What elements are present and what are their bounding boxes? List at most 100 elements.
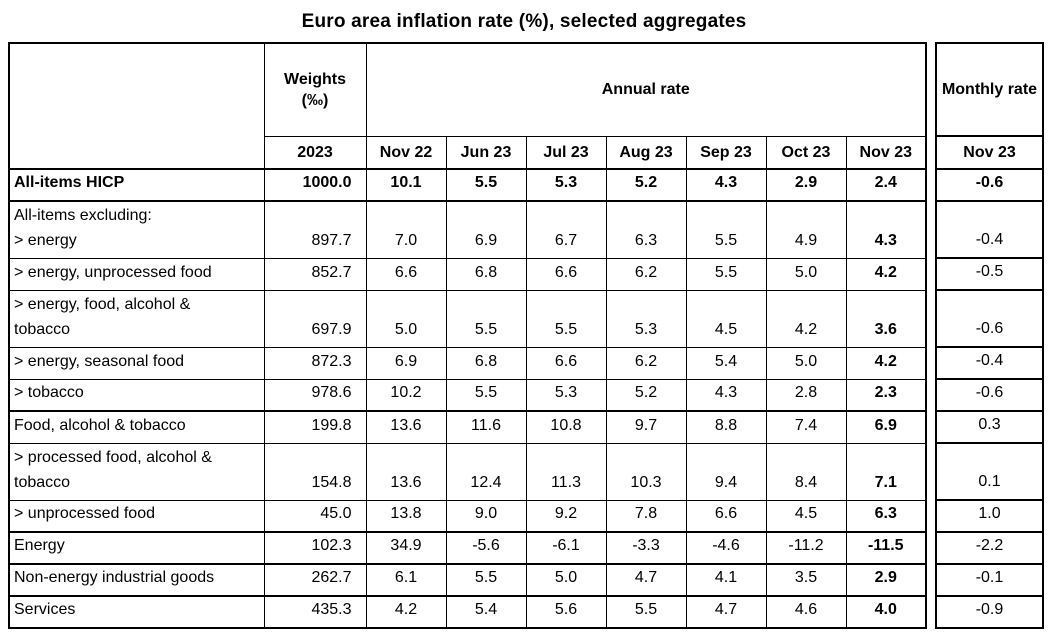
annual-value-cell: 4.0 <box>845 595 927 629</box>
annual-value-cell: 6.6 <box>525 346 607 380</box>
main-table-body: All-items HICP 1000.0 10.1 5.5 5.3 5.2 4.3 2.9 2… <box>8 168 927 629</box>
annual-value-cell: 13.6 <box>365 410 447 444</box>
annual-rate-header: Annual rate <box>365 42 927 137</box>
annual-value-cell: 2.4 <box>845 168 927 202</box>
annual-value-cell: 6.6 <box>365 257 447 291</box>
monthly-row: -0.6 <box>935 289 1044 348</box>
monthly-value-cell: -0.1 <box>935 563 1044 597</box>
annual-value-cell: 7.0 <box>365 200 447 259</box>
annual-value-cell: 6.2 <box>605 346 687 380</box>
annual-value-cell: 4.5 <box>765 499 847 533</box>
annual-value-cell: 4.6 <box>765 595 847 629</box>
weight-cell: 872.3 <box>263 346 367 380</box>
annual-value-cell: 6.2 <box>605 257 687 291</box>
month-header-cell: Nov 22 <box>365 135 447 170</box>
annual-value-cell: 5.4 <box>445 595 527 629</box>
annual-value-cell: 4.7 <box>685 595 767 629</box>
monthly-table-body: -0.6 -0.4 -0.5 -0.6 -0.4 -0.6 0.3 0.1 1.0 -2.2 -0.… <box>935 168 1044 629</box>
month-header-cell: Nov 23 <box>845 135 927 170</box>
table-row: > processed food, alcohol & tobacco 154.8… <box>8 442 927 501</box>
annual-value-cell: 6.3 <box>845 499 927 533</box>
row-label-cell: > energy, food, alcohol & tobacco <box>8 289 265 348</box>
annual-value-cell: 7.1 <box>845 442 927 501</box>
month-header-cell: Oct 23 <box>765 135 847 170</box>
annual-value-cell: 5.5 <box>445 378 527 412</box>
monthly-header-row-1: Monthly rate <box>935 42 1044 137</box>
table-row: > energy, food, alcohol & tobacco 697.9 5.… <box>8 289 927 348</box>
monthly-row: -0.4 <box>935 200 1044 259</box>
annual-value-cell: 5.3 <box>525 378 607 412</box>
annual-value-cell: 5.5 <box>445 563 527 597</box>
annual-value-cell: 4.9 <box>765 200 847 259</box>
annual-value-cell: 10.1 <box>365 168 447 202</box>
weight-cell: 199.8 <box>263 410 367 444</box>
annual-value-cell: 6.8 <box>445 346 527 380</box>
annual-value-cell: 11.3 <box>525 442 607 501</box>
monthly-row: -0.5 <box>935 257 1044 291</box>
monthly-row: 0.3 <box>935 410 1044 444</box>
annual-value-cell: 8.8 <box>685 410 767 444</box>
monthly-row: -0.6 <box>935 378 1044 412</box>
annual-value-cell: 5.5 <box>445 168 527 202</box>
annual-value-cell: 7.8 <box>605 499 687 533</box>
annual-value-cell: 4.1 <box>685 563 767 597</box>
monthly-value-cell: -0.5 <box>935 257 1044 291</box>
table-row: Food, alcohol & tobacco 199.8 13.6 11.6 10.8… <box>8 410 927 444</box>
annual-value-cell: 3.5 <box>765 563 847 597</box>
monthly-value-cell: 0.1 <box>935 442 1044 501</box>
monthly-row: -0.4 <box>935 346 1044 380</box>
annual-value-cell: 6.7 <box>525 200 607 259</box>
annual-value-cell: 7.4 <box>765 410 847 444</box>
row-label-cell: > unprocessed food <box>8 499 265 533</box>
annual-value-cell: 4.2 <box>845 257 927 291</box>
monthly-value-cell: 1.0 <box>935 499 1044 533</box>
annual-value-cell: 5.0 <box>365 289 447 348</box>
monthly-value-cell: -2.2 <box>935 531 1044 565</box>
monthly-value-cell: -0.4 <box>935 346 1044 380</box>
annual-value-cell: 2.9 <box>845 563 927 597</box>
annual-value-cell: 4.5 <box>685 289 767 348</box>
annual-value-cell: 13.6 <box>365 442 447 501</box>
annual-value-cell: 5.3 <box>525 168 607 202</box>
annual-value-cell: 10.2 <box>365 378 447 412</box>
weight-cell: 978.6 <box>263 378 367 412</box>
table-row: > unprocessed food 45.0 13.8 9.0 9.2 7.8 6.6 4.… <box>8 499 927 533</box>
monthly-value-cell: -0.9 <box>935 595 1044 629</box>
annual-value-cell: 5.5 <box>605 595 687 629</box>
annual-value-cell: 4.2 <box>365 595 447 629</box>
annual-value-cell: 9.2 <box>525 499 607 533</box>
annual-value-cell: 10.3 <box>605 442 687 501</box>
annual-value-cell: 5.5 <box>685 257 767 291</box>
annual-value-cell: 4.7 <box>605 563 687 597</box>
weight-cell: 45.0 <box>263 499 367 533</box>
annual-value-cell: 9.7 <box>605 410 687 444</box>
annual-value-cell: -5.6 <box>445 531 527 565</box>
monthly-value-cell: -0.6 <box>935 289 1044 348</box>
month-header-cell: Jul 23 <box>525 135 607 170</box>
row-label-cell: > energy, unprocessed food <box>8 257 265 291</box>
annual-value-cell: 6.9 <box>445 200 527 259</box>
annual-value-cell: 5.0 <box>765 257 847 291</box>
monthly-header-row-2: Nov 23 <box>935 135 1044 170</box>
monthly-rate-header: Monthly rate <box>935 42 1044 137</box>
annual-value-cell: -11.2 <box>765 531 847 565</box>
annual-value-cell: 5.5 <box>445 289 527 348</box>
weight-cell: 1000.0 <box>263 168 367 202</box>
table-row: Non-energy industrial goods 262.7 6.1 5.5 5.… <box>8 563 927 597</box>
annual-value-cell: 5.0 <box>765 346 847 380</box>
annual-value-cell: 9.0 <box>445 499 527 533</box>
annual-value-cell: 10.8 <box>525 410 607 444</box>
table-row: Services 435.3 4.2 5.4 5.6 5.5 4.7 4.6 4.0 <box>8 595 927 629</box>
monthly-value-cell: -0.4 <box>935 200 1044 259</box>
weights-header: Weights (‰) <box>263 42 367 137</box>
annual-value-cell: -4.6 <box>685 531 767 565</box>
annual-value-cell: 5.5 <box>685 200 767 259</box>
annual-value-cell: 6.8 <box>445 257 527 291</box>
annual-value-cell: 6.1 <box>365 563 447 597</box>
table-row: All-items HICP 1000.0 10.1 5.5 5.3 5.2 4.3 2.9 2… <box>8 168 927 202</box>
annual-value-cell: 2.9 <box>765 168 847 202</box>
weight-cell: 154.8 <box>263 442 367 501</box>
annual-value-cell: 4.3 <box>845 200 927 259</box>
annual-value-cell: 3.6 <box>845 289 927 348</box>
